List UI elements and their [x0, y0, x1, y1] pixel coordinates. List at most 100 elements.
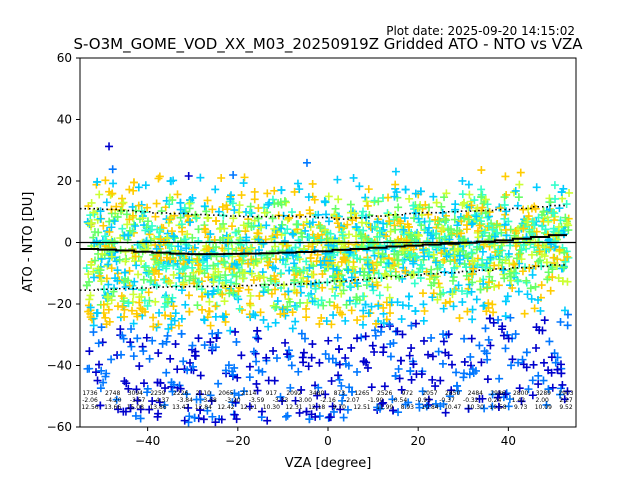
scatter-point — [548, 383, 557, 392]
scatter-point — [245, 402, 254, 411]
scatter-point — [141, 261, 150, 270]
scatter-point — [481, 263, 490, 272]
scatter-point — [357, 218, 366, 227]
scatter-point — [263, 416, 272, 425]
annotation-count: 3480 — [309, 390, 324, 397]
scatter-point — [115, 255, 124, 264]
scatter-point — [517, 397, 526, 406]
scatter-point — [308, 179, 317, 188]
scatter-point — [295, 408, 304, 417]
scatter-point — [459, 198, 468, 207]
scatter-point — [235, 255, 244, 264]
scatter-point — [468, 249, 477, 258]
scatter-point — [281, 229, 290, 238]
scatter-point — [211, 312, 220, 321]
scatter-point — [297, 385, 306, 394]
scatter-point — [96, 266, 105, 275]
scatter-point — [308, 340, 317, 349]
scatter-point — [214, 379, 223, 388]
scatter-point — [419, 300, 428, 309]
scatter-point — [501, 225, 510, 234]
scatter-point — [311, 284, 320, 293]
scatter-point — [481, 324, 490, 333]
scatter-point — [302, 158, 311, 167]
scatter-point — [268, 214, 277, 223]
scatter-point — [469, 369, 478, 378]
scatter-point — [300, 334, 309, 343]
scatter-point — [107, 252, 116, 261]
scatter-point — [389, 406, 398, 415]
scatter-point — [230, 206, 239, 215]
scatter-point — [176, 213, 185, 222]
scatter-point — [233, 260, 242, 269]
scatter-point — [252, 357, 261, 366]
scatter-point — [82, 281, 91, 290]
scatter-point — [174, 321, 183, 330]
scatter-point — [288, 229, 297, 238]
scatter-point — [369, 266, 378, 275]
annotation-mean: -3.33 — [273, 397, 289, 404]
x-tick-label: −40 — [135, 434, 160, 448]
annotation-std: 13.66 — [104, 404, 121, 411]
scatter-point — [490, 232, 499, 241]
annotation-count: 2259 — [150, 390, 165, 397]
scatter-point — [321, 390, 330, 399]
scatter-point — [171, 340, 180, 349]
scatter-point — [428, 352, 437, 361]
scatter-point — [146, 236, 155, 245]
scatter-point — [337, 277, 346, 286]
scatter-point — [349, 173, 358, 182]
scatter-point — [97, 323, 106, 332]
scatter-point — [334, 371, 343, 380]
scatter-point — [442, 252, 451, 261]
scatter-point — [299, 266, 308, 275]
scatter-point — [259, 288, 268, 297]
scatter-point — [183, 366, 192, 375]
scatter-point — [176, 198, 185, 207]
scatter-point — [404, 398, 413, 407]
scatter-point — [339, 391, 348, 400]
scatter-point — [494, 315, 503, 324]
scatter-point — [226, 278, 235, 287]
scatter-point — [352, 223, 361, 232]
scatter-point — [453, 386, 462, 395]
scatter-point — [475, 221, 484, 230]
scatter-point — [278, 396, 287, 405]
scatter-point — [94, 360, 103, 369]
scatter-point — [466, 361, 475, 370]
scatter-point — [464, 215, 473, 224]
scatter-point — [86, 303, 95, 312]
annotation-count: 1736 — [82, 390, 97, 397]
scatter-point — [231, 398, 240, 407]
scatter-point — [122, 210, 131, 219]
scatter-point — [203, 213, 212, 222]
scatter-point — [249, 347, 258, 356]
scatter-point — [431, 399, 440, 408]
scatter-point — [563, 387, 572, 396]
scatter-point — [114, 405, 123, 414]
scatter-point — [410, 279, 419, 288]
scatter-point — [483, 355, 492, 364]
scatter-point — [315, 319, 324, 328]
annotation-count: 1265 — [354, 390, 369, 397]
scatter-point — [132, 309, 141, 318]
scatter-point — [85, 347, 94, 356]
scatter-point — [362, 197, 371, 206]
scatter-point — [373, 281, 382, 290]
scatter-point — [286, 383, 295, 392]
scatter-point — [185, 307, 194, 316]
scatter-point — [560, 248, 569, 257]
annotation-std: 13.86 — [149, 404, 166, 411]
scatter-point — [547, 368, 556, 377]
annotation-std: 12.31 — [285, 404, 302, 411]
scatter-point — [335, 375, 344, 384]
scatter-point — [344, 361, 353, 370]
scatter-point — [347, 273, 356, 282]
scatter-point — [503, 292, 512, 301]
scatter-point — [419, 246, 428, 255]
scatter-point — [194, 236, 203, 245]
scatter-point — [329, 311, 338, 320]
scatter-point — [196, 395, 205, 404]
scatter-point — [226, 194, 235, 203]
scatter-point — [222, 201, 231, 210]
